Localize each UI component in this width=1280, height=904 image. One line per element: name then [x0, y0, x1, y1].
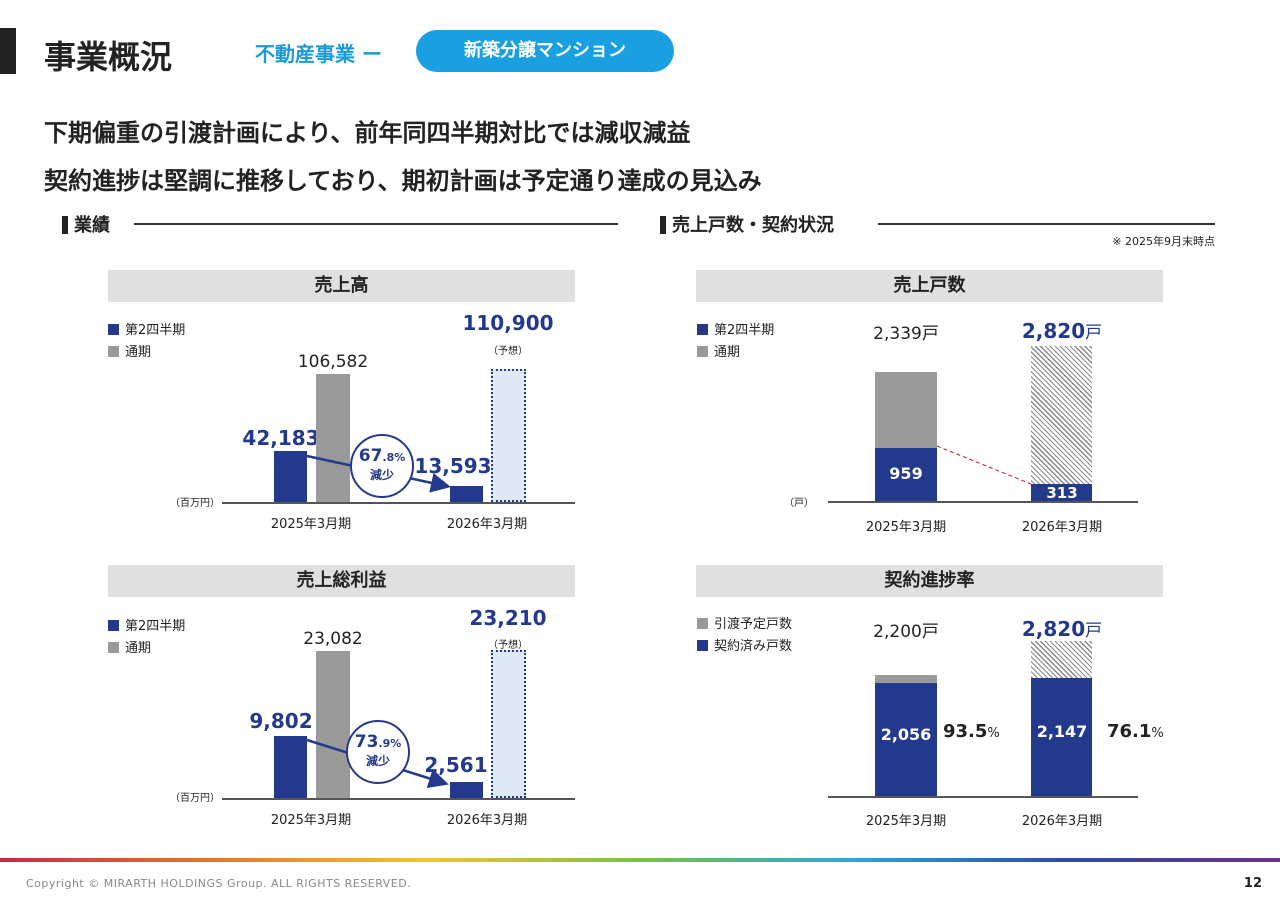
category-label: 2026年3月期 [446, 517, 528, 532]
legend-q2: 第2四半期 [697, 319, 774, 338]
segment-pill: 新築分譲マンション [416, 30, 674, 72]
total-label: 2,820戸 [1021, 319, 1103, 343]
category-label: 2026年3月期 [446, 813, 528, 828]
x-axis [222, 502, 575, 504]
category-label: 2025年3月期 [865, 814, 947, 829]
total-label: 2,200戸 [873, 622, 939, 642]
segment-label: 不動産事業 ー [255, 42, 382, 66]
rate-label: 76.1% [1107, 721, 1164, 742]
data-label: 23,210 [469, 606, 547, 630]
section-performance: 業績 [62, 211, 110, 237]
bar-q2 [274, 451, 307, 502]
data-label: 2,561 [424, 753, 488, 777]
page-title: 事業概況 [44, 38, 173, 76]
category-label: 2026年3月期 [1021, 814, 1103, 829]
x-axis [828, 796, 1138, 798]
bar-q2 [875, 448, 937, 501]
divider [878, 223, 1215, 225]
data-label: 110,900 [462, 311, 554, 335]
data-label: 2,056 [880, 725, 932, 744]
headline-1: 下期偏重の引渡計画により、前年同四半期対比では減収減益 [44, 119, 691, 147]
data-label: 313 [1046, 484, 1078, 502]
unit-label: （戸） [784, 498, 814, 509]
section-units: 売上戸数・契約状況 [660, 211, 834, 237]
data-label: 106,582 [297, 352, 369, 372]
legend-contracted: 契約済み戸数 [697, 635, 792, 654]
legend-full: 通期 [697, 341, 740, 360]
unit-label: （百万円） [170, 498, 220, 509]
bar-q2 [450, 485, 483, 502]
bar-full-year-plan [1031, 345, 1092, 501]
category-label: 2025年3月期 [270, 517, 352, 532]
x-axis [222, 798, 575, 800]
bar-forecast [491, 650, 526, 798]
bar-q2 [450, 781, 483, 798]
forecast-note: （予想） [488, 640, 528, 651]
category-label: 2026年3月期 [1021, 520, 1103, 535]
data-label: 959 [889, 464, 923, 483]
bar-contracted [1031, 677, 1092, 796]
legend-q2: 第2四半期 [108, 615, 185, 634]
forecast-note: （予想） [488, 346, 528, 357]
change-badge: 73.9% 減少 [346, 720, 410, 784]
title-accent-bar [0, 28, 16, 74]
category-label: 2025年3月期 [270, 813, 352, 828]
trend-line [936, 445, 1032, 485]
copyright: Copyright © MIRARTH HOLDINGS Group. ALL … [26, 877, 412, 890]
total-label: 2,339戸 [873, 324, 939, 344]
bar-forecast [491, 368, 526, 502]
chart-title: 契約進捗率 [696, 565, 1163, 597]
bar-full-year [316, 650, 350, 798]
bar-contracted [875, 682, 937, 796]
date-note: ※ 2025年9月末時点 [1112, 235, 1215, 248]
legend-full: 通期 [108, 341, 151, 360]
page-number: 12 [1243, 876, 1262, 891]
data-label: 42,183 [242, 426, 320, 450]
data-label: 13,593 [414, 454, 492, 478]
bar-q2 [274, 735, 307, 798]
chart-title: 売上高 [108, 270, 575, 302]
bar-full-year [316, 374, 350, 502]
legend-planned: 引渡予定戸数 [697, 613, 792, 632]
change-badge: 67.8% 減少 [350, 434, 414, 498]
footer-rule [0, 858, 1280, 862]
category-label: 2025年3月期 [865, 520, 947, 535]
chart-title: 売上総利益 [108, 565, 575, 597]
divider [134, 223, 618, 225]
rate-label: 93.5% [943, 721, 1000, 742]
chart-title: 売上戸数 [696, 270, 1163, 302]
legend-q2: 第2四半期 [108, 319, 185, 338]
data-label: 2,147 [1036, 722, 1088, 741]
unit-label: （百万円） [170, 793, 220, 804]
x-axis [828, 501, 1138, 503]
data-label: 23,082 [303, 629, 363, 649]
headline-2: 契約進捗は堅調に推移しており、期初計画は予定通り達成の見込み [44, 167, 762, 195]
data-label: 9,802 [249, 709, 313, 733]
total-label: 2,820戸 [1021, 617, 1103, 641]
bar-q2 [1031, 483, 1092, 501]
legend-full: 通期 [108, 637, 151, 656]
